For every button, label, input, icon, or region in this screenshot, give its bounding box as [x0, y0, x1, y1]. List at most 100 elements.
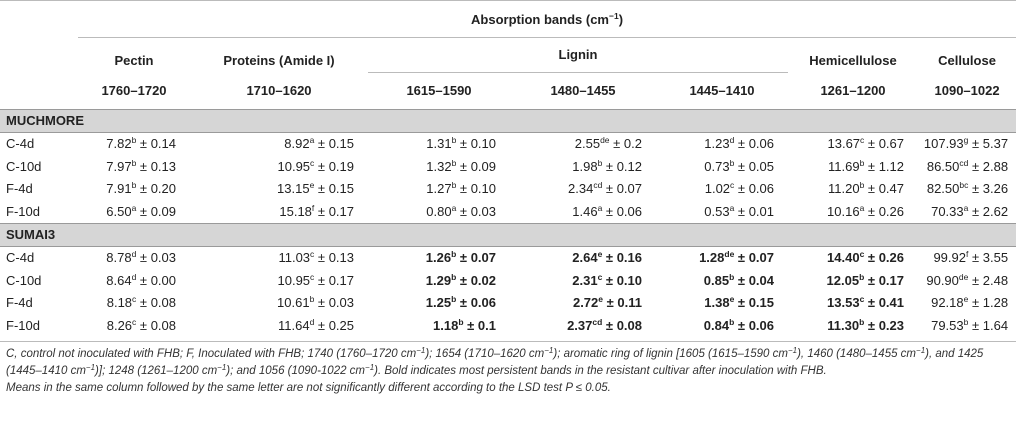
cell-significance-letter: d	[131, 249, 137, 260]
range-header: 1261–1200	[820, 82, 886, 98]
cell-error: 0.07	[470, 250, 496, 266]
table-row: F-10d 8.26c ± 0.08 11.64d ± 0.25 1.18b ± 0.…	[0, 314, 1016, 337]
cell-mean: 92.18	[931, 295, 964, 311]
table-cell: 90.90de ± 2.48	[918, 269, 1016, 292]
cell-error: 0.06	[748, 181, 774, 197]
cell-significance-letter: c	[730, 180, 735, 191]
cell-significance-letter: b	[859, 180, 865, 191]
cell-significance-letter: cd	[959, 157, 969, 168]
cell-significance-letter: e	[963, 294, 969, 305]
table-cell: 10.61b ± 0.03	[190, 292, 368, 315]
plus-minus-symbol: ±	[459, 295, 468, 311]
cell-mean: 2.34	[568, 181, 594, 197]
cell-mean: 13.15	[277, 181, 310, 197]
table-cell: 1.38e ± 0.15	[656, 292, 788, 315]
cell-significance-letter: b	[859, 316, 865, 327]
table-cell: 8.78d ± 0.03	[78, 246, 190, 269]
plus-minus-symbol: ±	[867, 295, 876, 311]
cell-significance-letter: a	[309, 135, 315, 146]
cell-mean: 11.69	[827, 158, 860, 174]
table-cell: 11.03c ± 0.13	[190, 246, 368, 269]
cell-significance-letter: c	[859, 249, 865, 260]
table-row: F-4d 8.18c ± 0.08 10.61b ± 0.03 1.25b ± 0.0…	[0, 292, 1016, 315]
cell-mean: 7.82	[106, 136, 132, 152]
cell-error: 0.08	[616, 317, 642, 333]
plus-minus-symbol: ±	[867, 317, 876, 333]
cell-mean: 15.18	[279, 203, 312, 219]
cell-error: 0.06	[748, 317, 774, 333]
cell-error: 0.17	[878, 272, 904, 288]
cell-error: 0.15	[328, 181, 354, 197]
cell-significance-letter: a	[963, 202, 969, 213]
cell-error: 0.02	[470, 272, 496, 288]
cell-mean: 1.46	[572, 203, 598, 219]
cell-error: 0.10	[616, 272, 642, 288]
cell-error: 2.62	[982, 203, 1009, 219]
cell-mean: 99.92	[933, 250, 966, 266]
cell-mean: 1.25	[425, 295, 452, 311]
table-cell: 1.26b ± 0.07	[368, 246, 510, 269]
table-cell: 1.46a ± 0.06	[510, 200, 656, 223]
cell-significance-letter: cd	[593, 180, 603, 191]
cell-error: 0.20	[150, 181, 176, 197]
plus-minus-symbol: ±	[139, 158, 148, 174]
plus-minus-symbol: ±	[972, 203, 980, 219]
plus-minus-symbol: ±	[867, 158, 876, 174]
col-hemicellulose: Hemicellulose	[788, 37, 918, 72]
range-header: 1615–1590	[368, 71, 510, 109]
plus-minus-symbol: ±	[972, 250, 980, 266]
plus-minus-symbol: ±	[459, 136, 468, 152]
table-cell: 1.27b ± 0.10	[368, 178, 510, 201]
plus-minus-symbol: ±	[605, 158, 614, 174]
cell-mean: 2.37	[567, 317, 593, 333]
table-cell: 2.64e ± 0.16	[510, 246, 656, 269]
cell-significance-letter: cd	[592, 316, 603, 327]
cell-error: 5.37	[982, 136, 1009, 152]
cell-error: 0.10	[470, 136, 496, 152]
table-cell: 1.31b ± 0.10	[368, 132, 510, 155]
plus-minus-symbol: ±	[139, 136, 148, 152]
table-cell: 7.82b ± 0.14	[78, 132, 190, 155]
cell-mean: 0.84	[703, 317, 730, 333]
table-row: F-10d 6.50a ± 0.09 15.18f ± 0.17 0.80a ± 0.…	[0, 200, 1016, 223]
table-cell: 8.18c ± 0.08	[78, 292, 190, 315]
col-cellulose: Cellulose	[918, 37, 1016, 72]
cell-mean: 13.67	[827, 136, 861, 152]
header-range-row: 1760–1720 1710–1620 1615–1590 1480–1455 …	[0, 71, 1016, 109]
cell-error: 0.19	[328, 158, 354, 174]
table-bottom-rule	[0, 336, 1016, 342]
table-cell: 11.69b ± 1.12	[788, 155, 918, 178]
table-cell: 1.25b ± 0.06	[368, 292, 510, 315]
cell-mean: 70.33	[931, 203, 964, 219]
cell-significance-letter: b	[859, 157, 865, 168]
cell-mean: 79.53	[931, 317, 964, 333]
cell-error: 0.67	[878, 136, 904, 152]
cell-error: 0.13	[328, 250, 354, 266]
cell-mean: 90.90	[926, 272, 959, 288]
row-label: F-4d	[6, 295, 33, 311]
table-cell: 10.95c ± 0.19	[190, 155, 368, 178]
cell-significance-letter: b	[451, 157, 457, 168]
cell-significance-letter: b	[597, 157, 603, 168]
cell-significance-letter: a	[729, 202, 735, 213]
cell-error: 0.26	[878, 203, 904, 219]
cell-significance-letter: b	[451, 249, 457, 260]
row-label: F-4d	[6, 181, 33, 197]
cell-significance-letter: e	[729, 294, 735, 305]
cell-error: 0.41	[878, 295, 904, 311]
cell-error: 0.10	[470, 181, 496, 197]
table-cell: 0.73b ± 0.05	[656, 155, 788, 178]
plus-minus-symbol: ±	[737, 250, 746, 266]
table-cell: 11.64d ± 0.25	[190, 314, 368, 337]
header-component-row: Pectin Proteins (Amide I) Lignin Hemicel…	[0, 37, 1016, 72]
plus-minus-symbol: ±	[317, 295, 326, 311]
cell-significance-letter: a	[597, 202, 603, 213]
cell-significance-letter: c	[310, 271, 315, 282]
cell-significance-letter: b	[131, 180, 137, 191]
table-row: F-4d 7.91b ± 0.20 13.15e ± 0.15 1.27b ± 0.1…	[0, 178, 1016, 201]
table-cell: 79.53b ± 1.64	[918, 314, 1016, 337]
cell-mean: 10.95	[277, 158, 311, 174]
plus-minus-symbol: ±	[972, 317, 980, 333]
cell-mean: 1.31	[426, 136, 452, 152]
cell-error: 0.2	[623, 136, 642, 152]
